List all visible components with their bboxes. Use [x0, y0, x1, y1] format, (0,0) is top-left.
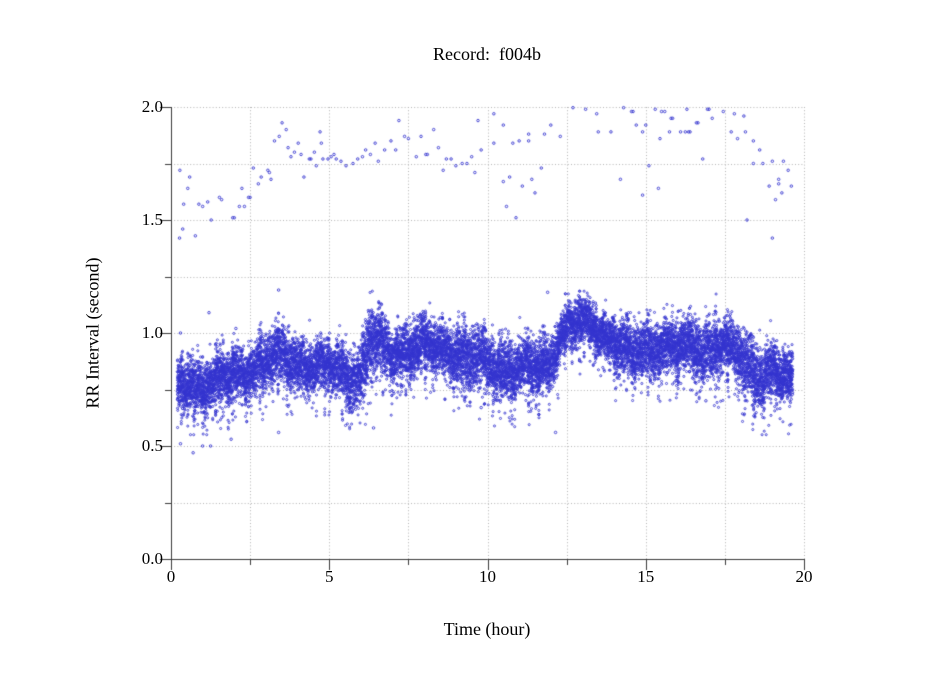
chart-title: Record: f004b [433, 44, 541, 64]
x-tick-label: 10 [479, 567, 496, 586]
y-tick-label: 2.0 [141, 97, 163, 116]
y-axis-title: RR Interval (second) [82, 257, 103, 409]
y-tick-label: 0.5 [141, 436, 163, 455]
y-tick-label: 1.5 [141, 210, 163, 229]
x-tick-label: 15 [637, 567, 655, 586]
x-tick-label: 5 [325, 567, 334, 586]
x-tick-label: 0 [166, 567, 176, 586]
x-tick-label: 20 [795, 567, 813, 586]
x-axis-title: Time (hour) [443, 619, 531, 639]
y-tick-label: 1.0 [141, 323, 163, 342]
y-tick-label: 0.0 [141, 549, 163, 568]
